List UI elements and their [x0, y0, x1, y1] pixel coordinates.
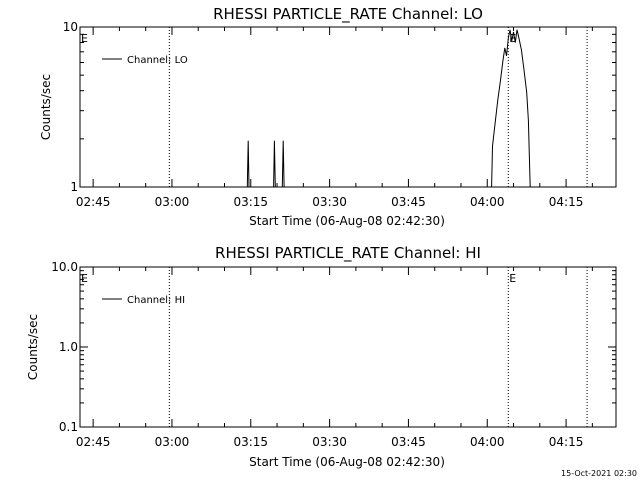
- panel-hi-xtick-label-3: 03:30: [312, 435, 347, 449]
- panel-hi-legend: Channel: HI: [102, 295, 185, 306]
- panel-hi-ytick-label-0: 0.1: [59, 420, 78, 434]
- series-line-lo: [246, 29, 531, 188]
- panel-lo-xlabel: Start Time (06-Aug-08 02:42:30): [249, 214, 445, 228]
- panel-hi-xtick-label-0: 02:45: [76, 435, 111, 449]
- panel-hi-ylabel: Counts/sec: [26, 314, 40, 380]
- panel-lo-xtick-label-0: 02:45: [76, 195, 111, 209]
- panel-lo-ytick-label-1: 10: [63, 20, 78, 34]
- panel-lo-legend-label: Channel: LO: [127, 55, 188, 66]
- panel-hi-xtick-label-2: 03:15: [233, 435, 268, 449]
- panel-lo-xtick-label-3: 03:30: [312, 195, 347, 209]
- panel-hi-xtick-label-4: 03:45: [391, 435, 426, 449]
- panel-hi-xlabel: Start Time (06-Aug-08 02:42:30): [249, 455, 445, 469]
- timestamp: 15-Oct-2021 02:30: [561, 469, 637, 478]
- panel-hi: RHESSI PARTICLE_RATE Channel: HI Counts/…: [26, 244, 617, 469]
- panel-lo-legend: Channel: LO: [102, 55, 188, 66]
- panel-hi-xtick-label-6: 04:15: [549, 435, 584, 449]
- panel-hi-ytick-label-2: 10.0: [51, 260, 78, 274]
- panel-hi-marker-0: E: [81, 272, 88, 285]
- panel-hi-xtick-label-5: 04:00: [470, 435, 505, 449]
- panel-lo-xtick-label-5: 04:00: [470, 195, 505, 209]
- panel-lo-plot-frame: [79, 26, 617, 188]
- panel-lo-ylabel: Counts/sec: [39, 74, 53, 140]
- panel-lo-marker-0: E: [81, 32, 88, 45]
- panel-lo-title: RHESSI PARTICLE_RATE Channel: LO: [213, 5, 483, 24]
- panel-hi-marker-1: E: [509, 272, 516, 285]
- panel-hi-legend-label: Channel: HI: [127, 295, 185, 306]
- panel-hi-title: RHESSI PARTICLE_RATE Channel: HI: [215, 244, 481, 263]
- panel-lo-ytick-label-0: 1: [70, 180, 78, 194]
- panel-lo-xtick-label-4: 03:45: [391, 195, 426, 209]
- panel-lo-xtick-label-1: 03:00: [155, 195, 190, 209]
- panel-lo-marker-1: E: [509, 32, 516, 45]
- panel-hi-ytick-label-1: 1.0: [59, 340, 78, 354]
- panel-lo-xtick-label-2: 03:15: [233, 195, 268, 209]
- panel-lo-ticks: 02:45 03:00 03:15 03:30 03:45 04:00 04:15 1 10: [63, 20, 616, 209]
- panel-hi-plot-frame: [79, 266, 617, 428]
- panel-lo-xtick-label-6: 04:15: [549, 195, 584, 209]
- panel-hi-xtick-label-1: 03:00: [155, 435, 190, 449]
- panel-lo: RHESSI PARTICLE_RATE Channel: LO Counts/…: [39, 5, 617, 228]
